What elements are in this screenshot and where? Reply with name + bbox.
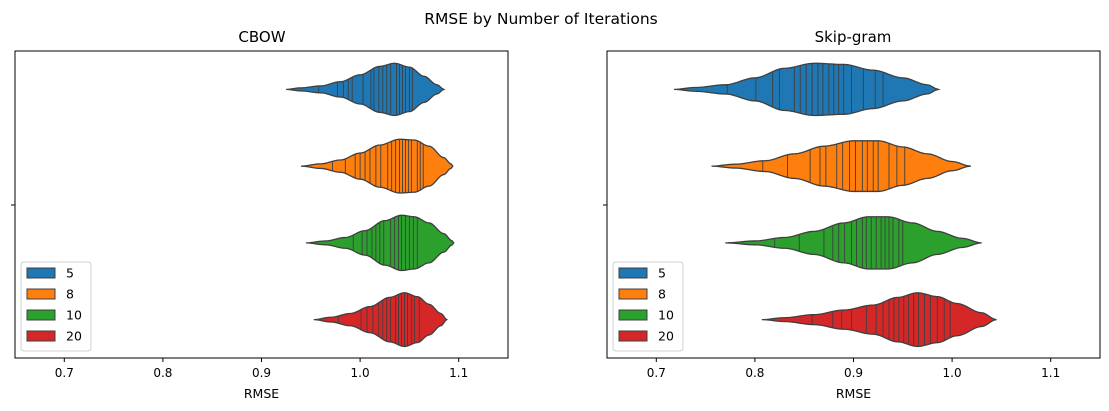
skip-gram-x-tick-label-0: 0.7 (647, 366, 666, 380)
cbow-legend-label-8: 8 (66, 287, 74, 302)
cbow-x-tick-label-3: 1.0 (351, 366, 370, 380)
skip-gram-legend-label-5: 5 (658, 266, 666, 281)
cbow-x-tick-label-2: 0.9 (252, 366, 271, 380)
cbow-violins (286, 62, 455, 348)
cbow-legend-swatch-20 (26, 330, 56, 342)
cbow-x-tick-label-0: 0.7 (55, 366, 74, 380)
cbow-panel: CBOW 0.7 0.8 0.9 1.0 1.1 RMSE 5 8 10 20 (11, 28, 509, 401)
cbow-x-axis-label: RMSE (244, 386, 279, 401)
cbow-violin-20 (313, 292, 449, 348)
skip-gram-panel-title: Skip-gram (815, 28, 892, 46)
skip-gram-x-tick-label-3: 1.0 (943, 366, 962, 380)
skip-gram-legend-frame (612, 261, 684, 352)
skip-gram-violins (674, 62, 997, 348)
cbow-x-tick-label-4: 1.1 (449, 366, 468, 380)
cbow-panel-title: CBOW (238, 28, 285, 46)
cbow-legend-frame (20, 261, 92, 352)
cbow-legend-swatch-5 (26, 267, 56, 279)
skip-gram-x-ticks: 0.7 0.8 0.9 1.0 1.1 (647, 358, 1060, 380)
skip-gram-legend-swatch-10 (618, 309, 648, 321)
figure-suptitle: RMSE by Number of Iterations (424, 10, 658, 28)
skip-gram-violin-10 (725, 216, 982, 270)
skip-gram-x-tick-label-2: 0.9 (844, 366, 863, 380)
cbow-legend-label-10: 10 (66, 308, 82, 323)
cbow-legend-swatch-10 (26, 309, 56, 321)
skip-gram-legend-label-20: 20 (658, 329, 674, 344)
skip-gram-x-tick-label-1: 0.8 (745, 366, 764, 380)
cbow-x-tick-label-1: 0.8 (153, 366, 172, 380)
skip-gram-panel: Skip-gram 0.7 0.8 0.9 1.0 1.1 RMSE 5 8 10 20 (603, 28, 1101, 401)
cbow-x-ticks: 0.7 0.8 0.9 1.0 1.1 (55, 358, 468, 380)
cbow-violin-5 (286, 62, 446, 117)
cbow-violin-8 (300, 138, 454, 194)
cbow-legend-label-5: 5 (66, 266, 74, 281)
skip-gram-legend-swatch-8 (618, 288, 648, 300)
skip-gram-x-axis-label: RMSE (836, 386, 871, 401)
skip-gram-legend-label-8: 8 (658, 287, 666, 302)
skip-gram-legend-swatch-5 (618, 267, 648, 279)
skip-gram-legend-label-10: 10 (658, 308, 674, 323)
skip-gram-x-tick-label-4: 1.1 (1041, 366, 1060, 380)
cbow-legend-label-20: 20 (66, 329, 82, 344)
skip-gram-violin-8 (711, 140, 971, 193)
skip-gram-legend-swatch-20 (618, 330, 648, 342)
skip-gram-violin-20 (761, 292, 997, 348)
cbow-legend: 5 8 10 20 (20, 261, 92, 352)
skip-gram-legend: 5 8 10 20 (612, 261, 684, 352)
cbow-legend-swatch-8 (26, 288, 56, 300)
